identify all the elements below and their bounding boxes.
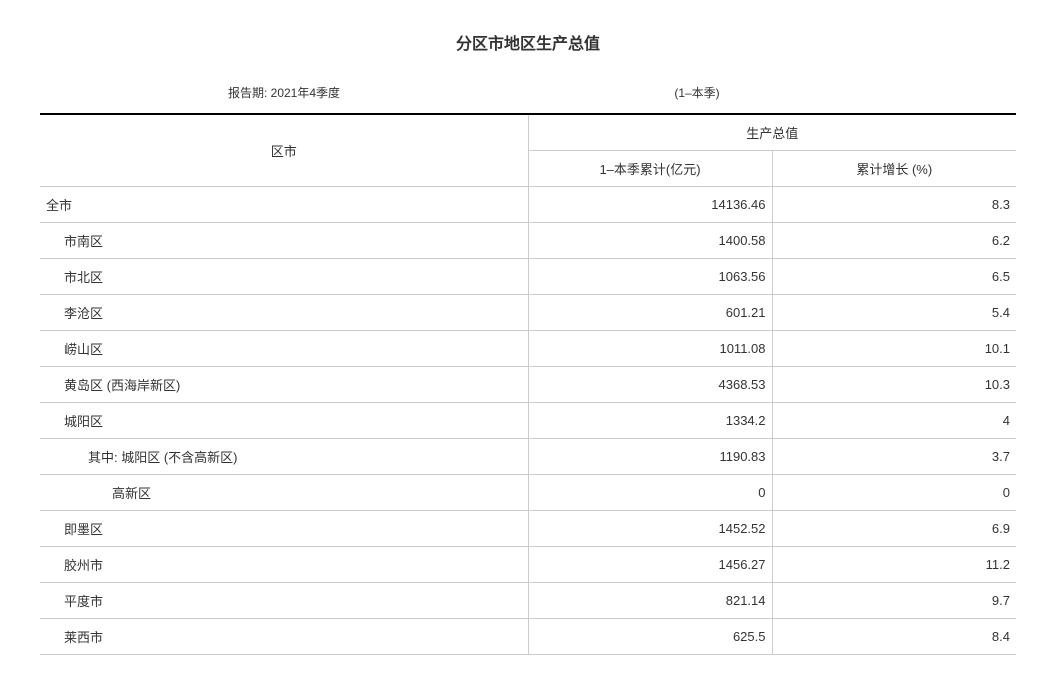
table-row: 平度市821.149.7 (40, 583, 1016, 619)
col-header-region: 区市 (40, 114, 528, 187)
gdp-table: 区市 生产总值 1–本季累计(亿元) 累计增长 (%) 全市14136.468.… (40, 113, 1016, 655)
growth-cell: 6.5 (772, 259, 1016, 295)
region-cell: 黄岛区 (西海岸新区) (40, 367, 528, 403)
region-cell: 其中: 城阳区 (不含高新区) (40, 439, 528, 475)
growth-cell: 10.1 (772, 331, 1016, 367)
region-cell: 市北区 (40, 259, 528, 295)
table-row: 高新区00 (40, 475, 1016, 511)
value-cell: 0 (528, 475, 772, 511)
value-cell: 1456.27 (528, 547, 772, 583)
value-cell: 625.5 (528, 619, 772, 655)
region-cell: 胶州市 (40, 547, 528, 583)
value-cell: 601.21 (528, 295, 772, 331)
table-row: 市北区1063.566.5 (40, 259, 1016, 295)
value-cell: 14136.46 (528, 187, 772, 223)
growth-cell: 6.2 (772, 223, 1016, 259)
report-period-value: 2021年4季度 (271, 86, 340, 100)
value-cell: 1190.83 (528, 439, 772, 475)
growth-cell: 0 (772, 475, 1016, 511)
region-cell: 莱西市 (40, 619, 528, 655)
table-row: 其中: 城阳区 (不含高新区)1190.833.7 (40, 439, 1016, 475)
value-cell: 1452.52 (528, 511, 772, 547)
region-cell: 城阳区 (40, 403, 528, 439)
growth-cell: 9.7 (772, 583, 1016, 619)
growth-cell: 5.4 (772, 295, 1016, 331)
region-cell: 平度市 (40, 583, 528, 619)
col-header-group: 生产总值 (528, 114, 1016, 151)
value-cell: 1334.2 (528, 403, 772, 439)
growth-cell: 8.3 (772, 187, 1016, 223)
growth-cell: 3.7 (772, 439, 1016, 475)
table-row: 城阳区1334.24 (40, 403, 1016, 439)
region-cell: 全市 (40, 187, 528, 223)
region-cell: 李沧区 (40, 295, 528, 331)
value-cell: 1063.56 (528, 259, 772, 295)
table-row: 李沧区601.215.4 (40, 295, 1016, 331)
value-cell: 4368.53 (528, 367, 772, 403)
table-row: 全市14136.468.3 (40, 187, 1016, 223)
growth-cell: 8.4 (772, 619, 1016, 655)
value-cell: 1400.58 (528, 223, 772, 259)
report-period-note: (1–本季) (528, 84, 1016, 101)
region-cell: 即墨区 (40, 511, 528, 547)
table-row: 黄岛区 (西海岸新区)4368.5310.3 (40, 367, 1016, 403)
report-period-left: 报告期: 2021年4季度 (40, 84, 528, 101)
table-row: 即墨区1452.526.9 (40, 511, 1016, 547)
value-cell: 1011.08 (528, 331, 772, 367)
growth-cell: 4 (772, 403, 1016, 439)
growth-cell: 6.9 (772, 511, 1016, 547)
report-period-label: 报告期: (228, 86, 267, 100)
page-title: 分区市地区生产总值 (40, 30, 1016, 54)
table-row: 崂山区1011.0810.1 (40, 331, 1016, 367)
table-row: 市南区1400.586.2 (40, 223, 1016, 259)
col-header-cumulative: 1–本季累计(亿元) (528, 151, 772, 187)
col-header-growth: 累计增长 (%) (772, 151, 1016, 187)
growth-cell: 10.3 (772, 367, 1016, 403)
value-cell: 821.14 (528, 583, 772, 619)
table-row: 莱西市625.58.4 (40, 619, 1016, 655)
region-cell: 崂山区 (40, 331, 528, 367)
growth-cell: 11.2 (772, 547, 1016, 583)
table-row: 胶州市1456.2711.2 (40, 547, 1016, 583)
region-cell: 高新区 (40, 475, 528, 511)
region-cell: 市南区 (40, 223, 528, 259)
report-period-row: 报告期: 2021年4季度 (1–本季) (40, 84, 1016, 101)
